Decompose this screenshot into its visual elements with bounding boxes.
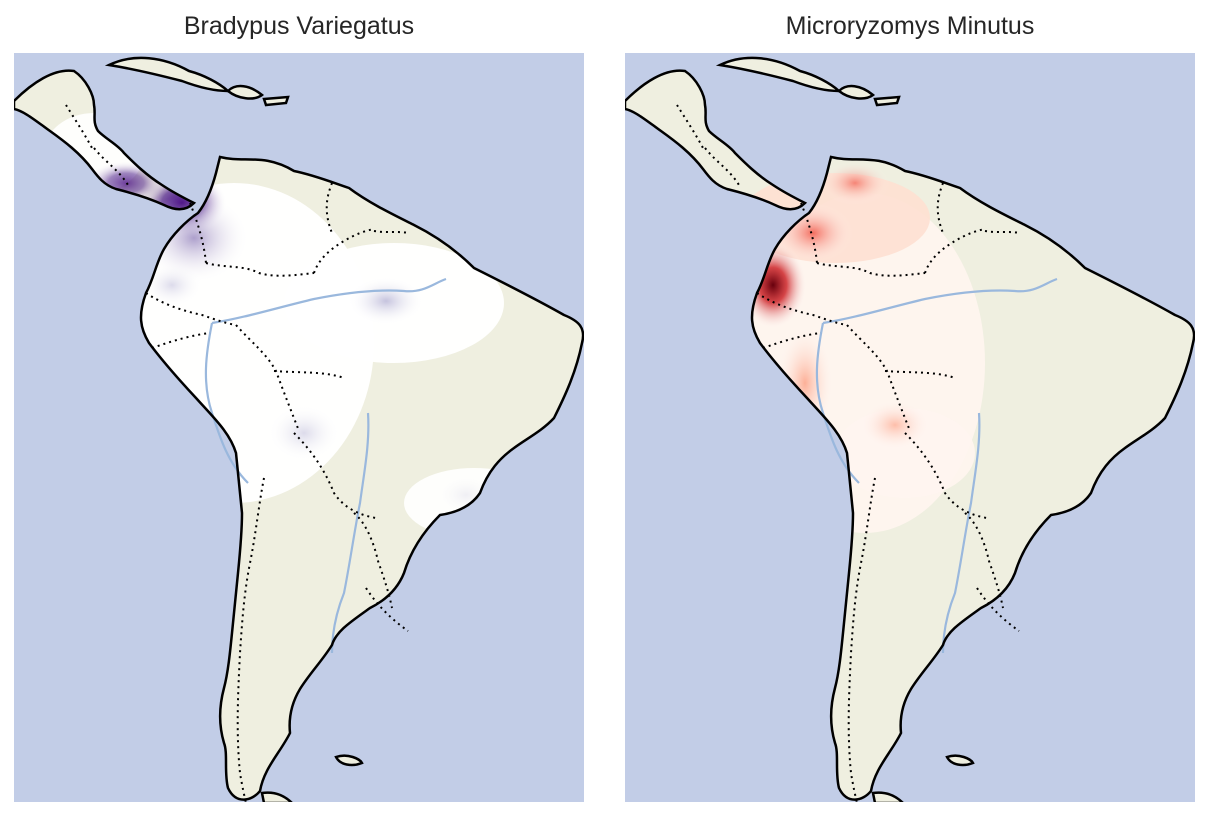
map-panel-right[interactable] (625, 53, 1195, 802)
hotspot-bolivia-andes (859, 399, 931, 451)
map-title-left: Bradypus Variegatus (183, 12, 415, 40)
map-title-right: Microryzomys Minutus (785, 12, 1035, 40)
islands (104, 56, 364, 802)
islands (715, 56, 975, 802)
hotspot-amazon (348, 277, 424, 325)
hotspot-bolivia (268, 405, 340, 461)
hotspot-venezuela-andes (820, 161, 890, 205)
map-panel-left[interactable] (14, 53, 584, 802)
hotspot-ecuador (142, 263, 202, 307)
